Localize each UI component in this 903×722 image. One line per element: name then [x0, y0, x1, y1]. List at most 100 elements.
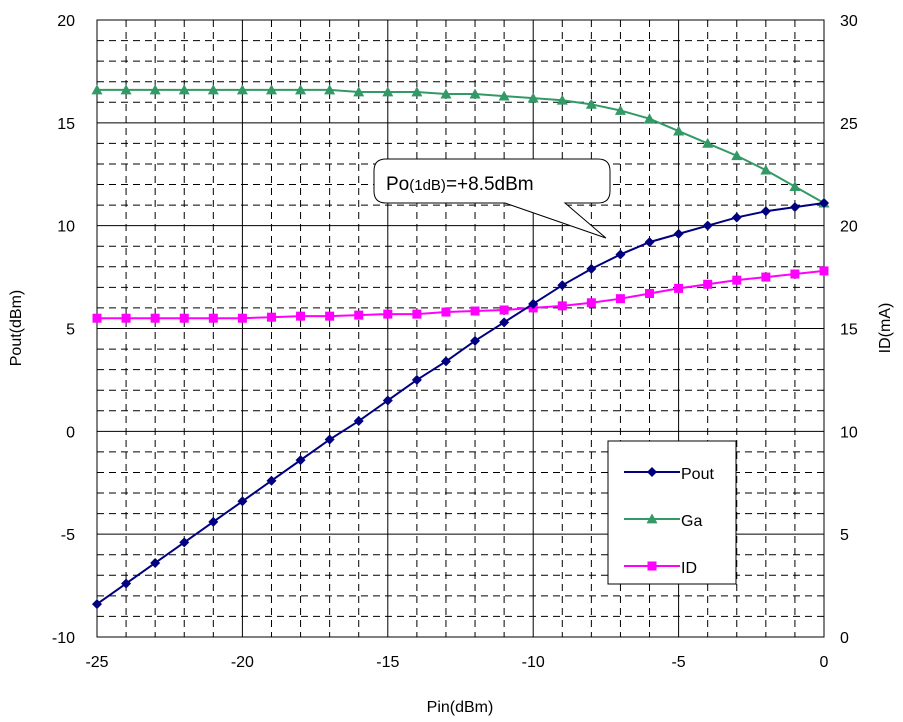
legend-label-id: ID	[681, 560, 697, 577]
data-point-pout	[295, 455, 306, 466]
y-left-tick-label: 15	[57, 116, 75, 133]
data-point-ga	[614, 104, 626, 115]
legend-marker-id	[647, 561, 657, 571]
data-point-pout	[237, 496, 248, 507]
data-point-pout	[789, 202, 800, 213]
data-point-pout	[150, 557, 161, 568]
legend-label-pout: Pout	[681, 466, 714, 483]
y-right-axis-title: ID(mA)	[877, 303, 894, 354]
data-point-id	[412, 309, 422, 319]
y-left-tick-label: -5	[61, 527, 75, 544]
data-point-ga	[382, 86, 394, 97]
data-point-ga	[236, 84, 248, 95]
callout-shape	[373, 158, 611, 239]
data-point-id	[383, 309, 393, 319]
legend-marker-ga	[646, 513, 658, 524]
data-point-ga	[149, 84, 161, 95]
y-left-tick-label: 10	[57, 219, 75, 236]
data-point-id	[645, 289, 655, 299]
x-axis-title: Pin(dBm)	[427, 699, 494, 716]
data-point-pout	[528, 298, 539, 309]
data-point-id	[615, 294, 625, 304]
data-point-id	[266, 312, 276, 322]
data-point-ga	[702, 137, 714, 148]
plot-area-border	[96, 19, 825, 638]
data-point-id	[150, 313, 160, 323]
data-point-id	[441, 307, 451, 317]
data-point-id	[703, 279, 713, 289]
callout-suffix: =+8.5dBm	[446, 174, 534, 195]
series-id	[92, 266, 829, 323]
data-point-pout	[92, 599, 102, 610]
data-point-ga	[469, 88, 481, 99]
series-line-pout	[96, 202, 825, 605]
x-tick-label: -15	[376, 654, 399, 671]
data-point-id	[790, 269, 800, 279]
data-point-id	[325, 311, 335, 321]
data-point-ga	[411, 86, 423, 97]
data-point-ga	[673, 125, 685, 136]
legend: Pout Ga ID	[607, 440, 737, 585]
legend-label-ga: Ga	[681, 513, 702, 530]
x-tick-label: 0	[820, 654, 829, 671]
data-point-ga	[527, 92, 539, 103]
y-right-tick-label: 10	[840, 424, 858, 441]
data-point-ga	[120, 84, 132, 95]
data-point-ga	[440, 88, 452, 99]
y-left-axis-title: Pout(dBm)	[8, 290, 25, 366]
data-point-pout	[470, 335, 481, 346]
data-point-id	[296, 311, 306, 321]
data-point-ga	[556, 94, 568, 105]
data-point-pout	[673, 228, 684, 239]
y-right-tick-label: 20	[840, 219, 858, 236]
series-ga	[91, 84, 830, 208]
data-point-ga	[324, 84, 336, 95]
data-point-ga	[498, 90, 510, 101]
data-point-pout	[208, 516, 219, 527]
x-tick-label: -5	[671, 654, 685, 671]
data-point-pout	[324, 434, 335, 445]
data-point-id	[761, 272, 771, 282]
data-point-ga	[585, 98, 597, 109]
data-point-id	[121, 313, 131, 323]
data-point-id	[179, 313, 189, 323]
y-left-tick-label: 0	[66, 424, 75, 441]
x-tick-label: -25	[85, 654, 108, 671]
callout-prefix: Po	[386, 174, 409, 195]
data-point-ga	[178, 84, 190, 95]
data-point-ga	[207, 84, 219, 95]
series-pout	[92, 198, 829, 610]
data-point-pout	[615, 249, 626, 260]
y-right-tick-label: 25	[840, 116, 858, 133]
data-point-id	[674, 283, 684, 293]
data-point-ga	[789, 181, 801, 191]
series-line-ga	[97, 88, 825, 204]
data-point-pout	[819, 198, 829, 209]
data-point-id	[732, 275, 742, 285]
data-point-id	[354, 310, 364, 320]
tick-labels: -25 -20 -15 -10 -5 0 -10 -5 0 5 10 15 20 0 5 10 15 20 25 30	[52, 13, 858, 671]
data-point-ga	[295, 84, 307, 95]
data-point-id	[92, 313, 102, 323]
series-line-id	[97, 269, 825, 320]
y-right-tick-label: 30	[840, 13, 858, 30]
x-tick-label: -10	[522, 654, 545, 671]
legend-swatches	[624, 467, 680, 571]
data-point-pout	[586, 263, 597, 274]
data-point-ga	[91, 84, 103, 95]
legend-box	[607, 440, 737, 585]
data-point-pout	[121, 578, 132, 589]
callout-text: Po(1dB)=+8.5dBm	[386, 174, 534, 195]
data-point-pout	[499, 317, 510, 328]
data-point-ga	[353, 86, 365, 97]
data-point-pout	[411, 374, 422, 385]
callout-annotation: Po(1dB)=+8.5dBm	[373, 158, 611, 239]
data-point-pout	[266, 475, 277, 486]
data-point-ga	[644, 113, 656, 124]
y-right-tick-label: 15	[840, 322, 858, 339]
data-point-id	[499, 305, 509, 315]
grid	[97, 20, 824, 637]
y-right-tick-label: 0	[840, 630, 849, 647]
data-point-id	[470, 306, 480, 316]
data-point-pout	[702, 220, 713, 231]
